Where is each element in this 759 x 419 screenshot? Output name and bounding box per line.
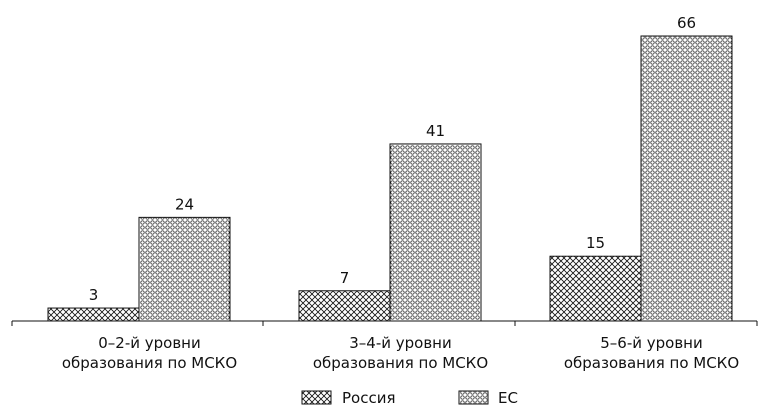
x-tick-label-1: 0–2-й уровни образования по МСКО: [62, 334, 237, 372]
bar-eu-1: [138, 216, 231, 322]
legend-swatch-russia: [301, 390, 332, 405]
bar-russia-1: [47, 307, 140, 322]
bar-eu-3: [640, 35, 733, 322]
bar-eu-2: [389, 143, 482, 322]
bar-russia-3: [549, 255, 642, 322]
x-tick-label-3: 5–6-й уровни образования по МСКО: [564, 334, 739, 372]
legend-label-russia: Россия: [342, 389, 396, 407]
data-label-russia-3: 15: [586, 234, 605, 252]
labels-layer: 3 24 7 41 15 66: [89, 14, 696, 304]
data-label-eu-1: 24: [175, 195, 194, 213]
legend-label-eu: ЕС: [498, 389, 518, 407]
data-label-russia-1: 3: [89, 286, 99, 304]
x-axis: 0–2-й уровни образования по МСКО 3–4-й уро…: [11, 320, 758, 372]
legend: Россия ЕС: [301, 389, 518, 407]
legend-swatch-eu: [458, 390, 489, 405]
data-label-eu-3: 66: [677, 14, 696, 32]
bar-russia-2: [298, 290, 391, 322]
data-label-eu-2: 41: [426, 122, 445, 140]
x-tick-label-2: 3–4-й уровни образования по МСКО: [313, 334, 488, 372]
data-label-russia-2: 7: [340, 269, 350, 287]
bars-layer: [47, 35, 733, 322]
